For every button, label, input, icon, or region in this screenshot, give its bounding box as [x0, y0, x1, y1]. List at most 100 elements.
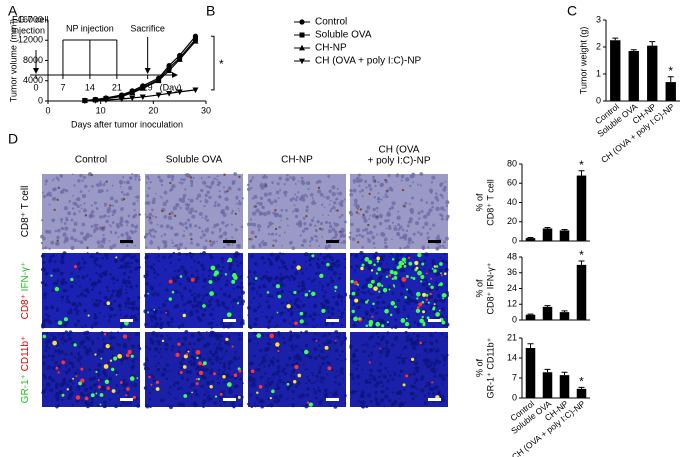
nucleus	[119, 403, 123, 407]
nucleus	[109, 230, 113, 234]
nucleus	[320, 261, 325, 265]
nucleus	[134, 332, 140, 337]
stained-cell	[391, 277, 394, 281]
stained-cell	[56, 198, 59, 201]
nucleus	[148, 347, 152, 351]
nucleus	[75, 202, 78, 205]
nucleus	[254, 402, 257, 405]
nucleus	[133, 382, 138, 388]
nucleus	[340, 241, 343, 244]
nucleus	[231, 209, 234, 212]
nucleus	[445, 217, 449, 221]
nucleus	[368, 337, 372, 341]
nucleus	[351, 289, 354, 292]
nucleus	[230, 401, 236, 406]
nucleus	[321, 284, 325, 288]
nucleus	[374, 383, 379, 388]
nucleus	[202, 267, 205, 271]
nucleus	[68, 330, 73, 335]
nucleus	[201, 216, 204, 219]
nucleus	[266, 304, 272, 309]
stained-cell	[384, 308, 389, 314]
nucleus	[435, 192, 438, 195]
nucleus	[290, 265, 295, 269]
nucleus	[267, 397, 271, 401]
nucleus	[420, 210, 424, 214]
stained-cell	[440, 272, 442, 275]
nucleus	[86, 252, 89, 255]
nucleus	[155, 257, 158, 259]
stained-cell	[138, 213, 141, 216]
stained-cell	[389, 313, 393, 317]
y-tick-label: 24	[507, 283, 517, 293]
stained-cell	[393, 276, 398, 280]
nucleus	[136, 296, 141, 300]
nucleus	[356, 208, 359, 211]
nucleus	[397, 223, 401, 227]
nucleus	[109, 272, 113, 276]
nucleus	[196, 260, 201, 265]
nucleus	[177, 337, 181, 341]
nucleus	[152, 197, 156, 202]
nucleus	[143, 274, 147, 279]
nucleus	[288, 356, 292, 360]
nucleus	[200, 188, 204, 193]
stained-cell	[111, 389, 116, 393]
nucleus	[399, 253, 403, 257]
nucleus	[219, 400, 222, 402]
nucleus	[204, 377, 207, 380]
nucleus	[372, 292, 375, 296]
nucleus	[146, 265, 149, 268]
nucleus	[291, 369, 295, 374]
nucleus	[328, 332, 331, 336]
nucleus	[161, 303, 167, 308]
stained-cell	[55, 366, 59, 370]
nucleus	[412, 332, 415, 336]
nucleus	[432, 347, 436, 350]
stained-cell	[117, 353, 123, 359]
nucleus	[124, 305, 128, 308]
nucleus	[212, 288, 214, 291]
nucleus	[249, 222, 254, 227]
nucleus	[274, 276, 278, 281]
nucleus	[385, 194, 389, 199]
nucleus	[361, 245, 365, 249]
nucleus	[64, 370, 69, 375]
nucleus	[412, 175, 415, 178]
nucleus	[232, 270, 235, 274]
stained-cell	[392, 284, 395, 287]
nucleus	[370, 307, 375, 312]
nucleus	[224, 237, 228, 241]
stained-cell	[415, 266, 419, 270]
stained-cell	[113, 356, 118, 361]
marker	[139, 85, 146, 91]
nucleus	[350, 222, 354, 227]
nucleus	[202, 233, 207, 237]
nucleus	[317, 379, 319, 382]
nucleus	[306, 227, 309, 230]
nucleus	[235, 260, 238, 263]
nucleus	[250, 237, 254, 241]
nucleus	[188, 370, 192, 374]
stained-cell	[52, 340, 58, 346]
nucleus	[269, 252, 274, 257]
marker	[129, 95, 136, 102]
nucleus	[94, 257, 99, 262]
nucleus	[263, 192, 269, 197]
nucleus	[129, 315, 134, 319]
timeline-day: 7	[60, 82, 65, 92]
nucleus	[423, 259, 427, 263]
nucleus	[306, 355, 309, 358]
nucleus	[201, 255, 203, 258]
nucleus	[62, 253, 65, 256]
nucleus	[66, 300, 71, 304]
nucleus	[108, 314, 113, 318]
nucleus	[351, 376, 355, 381]
stained-cell	[373, 180, 377, 183]
nucleus	[166, 370, 169, 373]
nucleus	[188, 252, 192, 256]
nucleus	[185, 277, 189, 280]
nucleus	[214, 202, 216, 204]
nucleus	[213, 204, 217, 208]
nucleus	[156, 368, 161, 372]
